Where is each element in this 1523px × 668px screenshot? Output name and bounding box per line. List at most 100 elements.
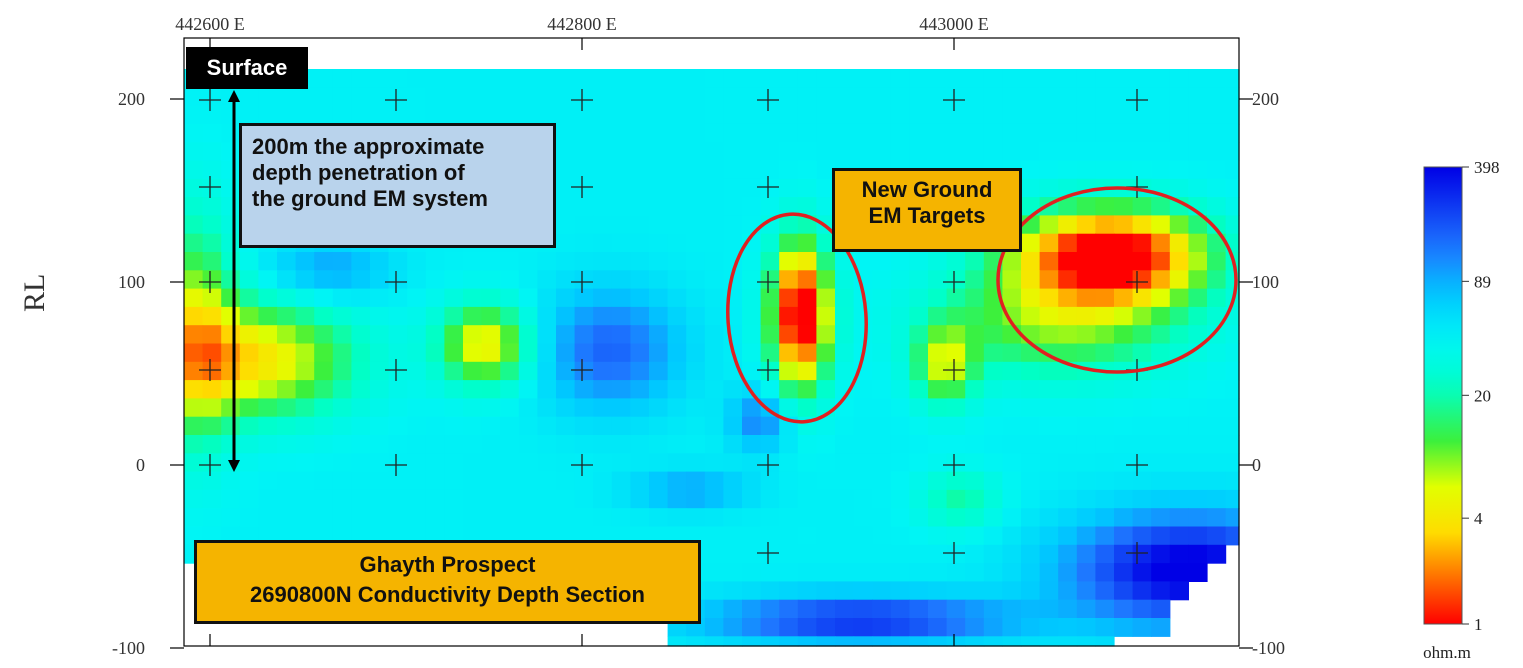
heatmap-cell: [425, 69, 445, 88]
heatmap-cell: [332, 508, 352, 528]
heatmap-cell: [184, 160, 204, 180]
heatmap-cell: [481, 471, 501, 491]
heatmap-cell: [760, 453, 780, 473]
heatmap-cell: [890, 252, 910, 271]
heatmap-cell: [760, 581, 780, 601]
heatmap-cell: [742, 123, 762, 143]
heatmap-cell: [611, 142, 631, 162]
heatmap-cell: [797, 160, 817, 180]
heatmap-cell: [909, 636, 929, 647]
heatmap-cell: [1225, 178, 1240, 198]
heatmap-cell: [277, 87, 297, 107]
y-tick-label: 0: [1252, 455, 1261, 475]
heatmap-cell: [1225, 160, 1240, 180]
heatmap-cell: [630, 252, 650, 271]
heatmap-cell: [779, 252, 799, 271]
heatmap-cell: [1076, 105, 1096, 125]
heatmap-cell: [221, 398, 241, 418]
heatmap-cell: [444, 435, 464, 454]
heatmap-cell: [630, 398, 650, 418]
heatmap-cell: [649, 160, 669, 180]
heatmap-cell: [1114, 508, 1134, 528]
heatmap-cell: [1021, 178, 1041, 198]
heatmap-cell: [1188, 142, 1208, 162]
heatmap-cell: [965, 489, 985, 509]
heatmap-cell: [1021, 398, 1041, 418]
heatmap-cell: [797, 142, 817, 162]
heatmap-cell: [1225, 123, 1240, 143]
heatmap-cell: [890, 618, 910, 637]
heatmap-cell: [556, 105, 576, 125]
heatmap-cell: [983, 544, 1003, 564]
heatmap-cell: [630, 435, 650, 454]
heatmap-cell: [835, 599, 855, 619]
heatmap-cell: [835, 105, 855, 125]
heatmap-cell: [332, 87, 352, 107]
heatmap-cell: [332, 343, 352, 363]
heatmap-cell: [723, 453, 743, 473]
heatmap-cell: [1114, 123, 1134, 143]
heatmap-cell: [537, 270, 557, 290]
heatmap-cell: [742, 252, 762, 271]
heatmap-cell: [946, 252, 966, 271]
heatmap-cell: [797, 197, 817, 216]
heatmap-cell: [1095, 563, 1115, 582]
heatmap-cell: [1039, 361, 1059, 381]
heatmap-cell: [742, 453, 762, 473]
heatmap-cell: [500, 489, 520, 509]
heatmap-cell: [835, 398, 855, 418]
heatmap-cell: [1021, 380, 1041, 399]
heatmap-cell: [686, 160, 706, 180]
heatmap-cell: [909, 87, 929, 107]
heatmap-cell: [202, 306, 222, 326]
heatmap-cell: [593, 361, 613, 381]
heatmap-cell: [1021, 508, 1041, 528]
heatmap-cell: [779, 636, 799, 647]
heatmap-cell: [1132, 380, 1152, 399]
heatmap-cell: [649, 398, 669, 418]
heatmap-cell: [202, 123, 222, 143]
heatmap-cell: [816, 636, 836, 647]
heatmap-cell: [1132, 270, 1152, 290]
heatmap-cell: [537, 416, 557, 436]
heatmap-cell: [686, 178, 706, 198]
heatmap-cell: [1021, 270, 1041, 290]
heatmap-cell: [258, 343, 278, 363]
heatmap-cell: [816, 69, 836, 88]
heatmap-cell: [816, 233, 836, 253]
heatmap-cell: [1188, 563, 1208, 582]
heatmap-cell: [314, 252, 334, 271]
heatmap-cell: [946, 288, 966, 308]
heatmap-cell: [500, 361, 520, 381]
heatmap-cell: [537, 343, 557, 363]
heatmap-cell: [258, 471, 278, 491]
heatmap-cell: [202, 178, 222, 198]
heatmap-cell: [723, 636, 743, 647]
heatmap-cell: [667, 123, 687, 143]
heatmap-cell: [816, 178, 836, 198]
heatmap-cell: [1188, 361, 1208, 381]
heatmap-cell: [965, 87, 985, 107]
heatmap-cell: [779, 197, 799, 216]
heatmap-cell: [332, 361, 352, 381]
heatmap-cell: [686, 142, 706, 162]
heatmap-cell: [277, 288, 297, 308]
heatmap-cell: [667, 215, 687, 235]
heatmap-cell: [1151, 380, 1171, 399]
heatmap-cell: [239, 508, 259, 528]
heatmap-cell: [797, 69, 817, 88]
heatmap-cell: [1002, 453, 1022, 473]
heatmap-cell: [797, 489, 817, 509]
heatmap-cell: [239, 252, 259, 271]
heatmap-cell: [1151, 105, 1171, 125]
heatmap-cell: [816, 489, 836, 509]
heatmap-cell: [500, 105, 520, 125]
heatmap-cell: [1076, 599, 1096, 619]
heatmap-cell: [928, 325, 948, 345]
heatmap-cell: [1076, 87, 1096, 107]
heatmap-cell: [537, 435, 557, 454]
heatmap-cell: [835, 306, 855, 326]
heatmap-cell: [723, 233, 743, 253]
heatmap-cell: [537, 361, 557, 381]
heatmap-cell: [704, 563, 724, 582]
